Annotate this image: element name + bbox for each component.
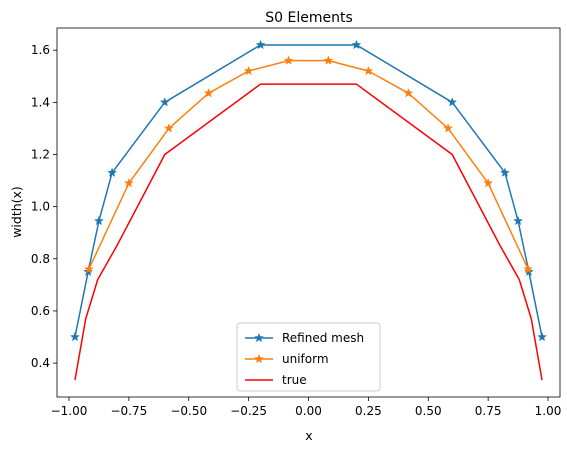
y-tick-label: 1.6	[31, 43, 50, 57]
data-point	[123, 177, 134, 188]
x-tick-label: −1.00	[51, 404, 88, 418]
data-point	[499, 167, 510, 177]
legend-marker	[254, 332, 264, 343]
data-point	[537, 331, 547, 342]
data-point	[159, 97, 170, 107]
y-axis: 0.4 0.6 0.8 1.0 1.2 1.4 1.6	[31, 43, 57, 370]
data-point	[363, 65, 374, 76]
data-point	[83, 264, 94, 274]
y-tick-label: 1.2	[31, 147, 50, 161]
data-point	[283, 55, 294, 65]
chart-title: S0 Elements	[265, 10, 353, 26]
data-point	[163, 123, 174, 133]
x-tick-label: 0.25	[355, 404, 382, 418]
data-point	[107, 167, 118, 177]
data-point	[403, 87, 414, 98]
y-tick-label: 0.6	[31, 304, 50, 318]
x-tick-label: 0.75	[475, 404, 502, 418]
data-point	[70, 331, 80, 342]
legend-label: true	[282, 373, 307, 387]
y-tick-label: 0.4	[31, 356, 50, 370]
series-line	[74, 44, 543, 338]
data-point	[243, 65, 254, 76]
data-point	[523, 264, 534, 274]
data-point	[513, 215, 524, 226]
data-point	[203, 87, 214, 98]
x-tick-label: −0.75	[110, 404, 147, 418]
legend-marker	[254, 353, 264, 364]
series-layer	[70, 39, 547, 381]
data-point	[447, 97, 458, 107]
y-tick-label: 1.0	[31, 200, 50, 214]
legend-item: true	[245, 373, 307, 387]
data-point	[483, 177, 494, 188]
y-tick-label: 0.8	[31, 252, 50, 266]
series-line	[88, 59, 529, 270]
data-point	[323, 55, 334, 65]
data-point	[93, 215, 104, 226]
y-tick-label: 1.4	[31, 95, 50, 109]
data-point	[443, 123, 454, 133]
legend-box	[236, 322, 381, 392]
series-true	[74, 83, 543, 381]
x-tick-label: −0.50	[170, 404, 207, 418]
legend-label: uniform	[282, 352, 329, 366]
series-line	[74, 83, 543, 381]
data-point	[351, 39, 362, 50]
legend-item: Refined mesh	[245, 331, 364, 345]
series-uniform	[83, 55, 534, 274]
legend-label: Refined mesh	[282, 331, 364, 345]
x-tick-label: 1.00	[535, 404, 562, 418]
x-tick-label: −0.25	[230, 404, 267, 418]
legend: Refined mesh uniform true	[236, 322, 381, 392]
data-point	[255, 39, 266, 50]
y-axis-label: width(x)	[9, 186, 24, 238]
legend-item: uniform	[245, 352, 329, 366]
x-tick-label: 0.00	[295, 404, 322, 418]
x-axis-label: x	[305, 428, 312, 443]
x-axis: −1.00 −0.75 −0.50 −0.25 0.00 0.25 0.50 0.75 1.00	[51, 397, 562, 418]
x-tick-label: 0.50	[415, 404, 442, 418]
